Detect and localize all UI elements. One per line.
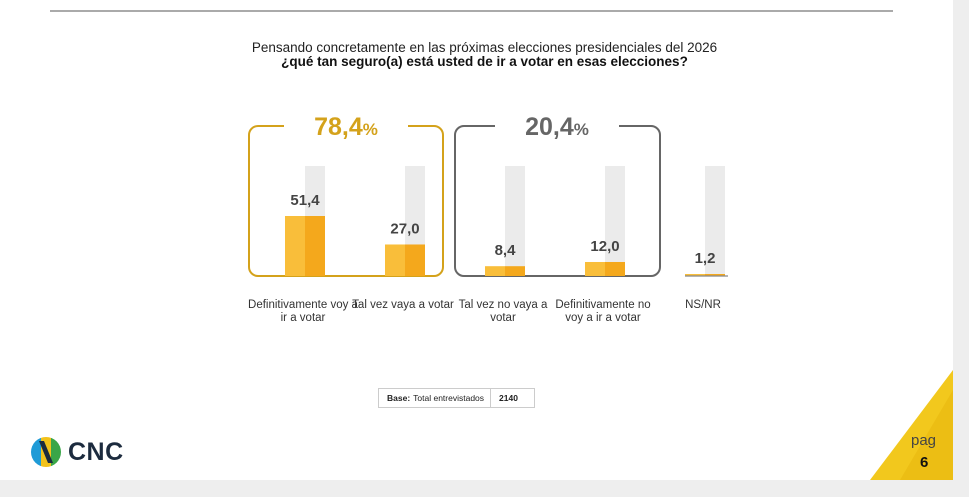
bar-shade (305, 216, 325, 276)
base-note: Base: Total entrevistados 2140 (378, 388, 535, 408)
bar (285, 216, 305, 276)
base-text: Total entrevistados (413, 393, 485, 403)
bar-track (705, 166, 725, 276)
page-number: 6 (920, 454, 929, 471)
slide: Pensando concretamente en las próximas e… (0, 0, 953, 480)
top-divider (50, 10, 893, 12)
bar (685, 274, 705, 276)
group-label-bg (495, 112, 619, 140)
bar-value-label: 51,4 (290, 192, 320, 209)
bar-track (605, 166, 625, 276)
bar (385, 244, 405, 276)
group-label-bg (284, 112, 408, 140)
category-label: NS/NR (685, 299, 721, 311)
group-total-label: 20,4% (525, 113, 589, 141)
question-line-1: Pensando concretamente en las próximas e… (251, 40, 718, 55)
category-label: Tal vez vaya a votar (352, 299, 454, 311)
page-label: pag (911, 432, 937, 449)
base-label: Base: (387, 393, 411, 403)
bar-track (505, 166, 525, 276)
bar (585, 261, 605, 276)
cnc-logo: CNC (30, 436, 124, 468)
bar-value-label: 1,2 (695, 250, 716, 267)
brand-name: CNC (68, 437, 124, 466)
bar-value-label: 12,0 (590, 238, 619, 255)
bar-value-label: 27,0 (390, 220, 419, 237)
bar-shade (405, 244, 425, 276)
base-value: 2140 (499, 393, 518, 403)
question-line-2: ¿qué tan seguro(a) está usted de ir a vo… (281, 54, 688, 69)
bar-value-label: 8,4 (495, 242, 517, 259)
bar-chart: 78,4% 20,4% 51,4 27,0 8,4 12,0 1,2 (248, 112, 728, 277)
bar-shade (505, 266, 525, 276)
corner-decoration (870, 370, 953, 480)
bar-shade (605, 261, 625, 276)
group-box (454, 125, 661, 277)
bar-shade (705, 274, 725, 276)
bar (485, 266, 505, 276)
category-label: Tal vez no vaya a votar (458, 299, 548, 324)
group-total-label: 78,4% (314, 113, 378, 141)
category-label: Definitivamente no voy a ir a votar (555, 299, 651, 324)
category-label: Definitivamente voy a ir a votar (248, 299, 358, 324)
cnc-logo-icon (31, 437, 61, 467)
